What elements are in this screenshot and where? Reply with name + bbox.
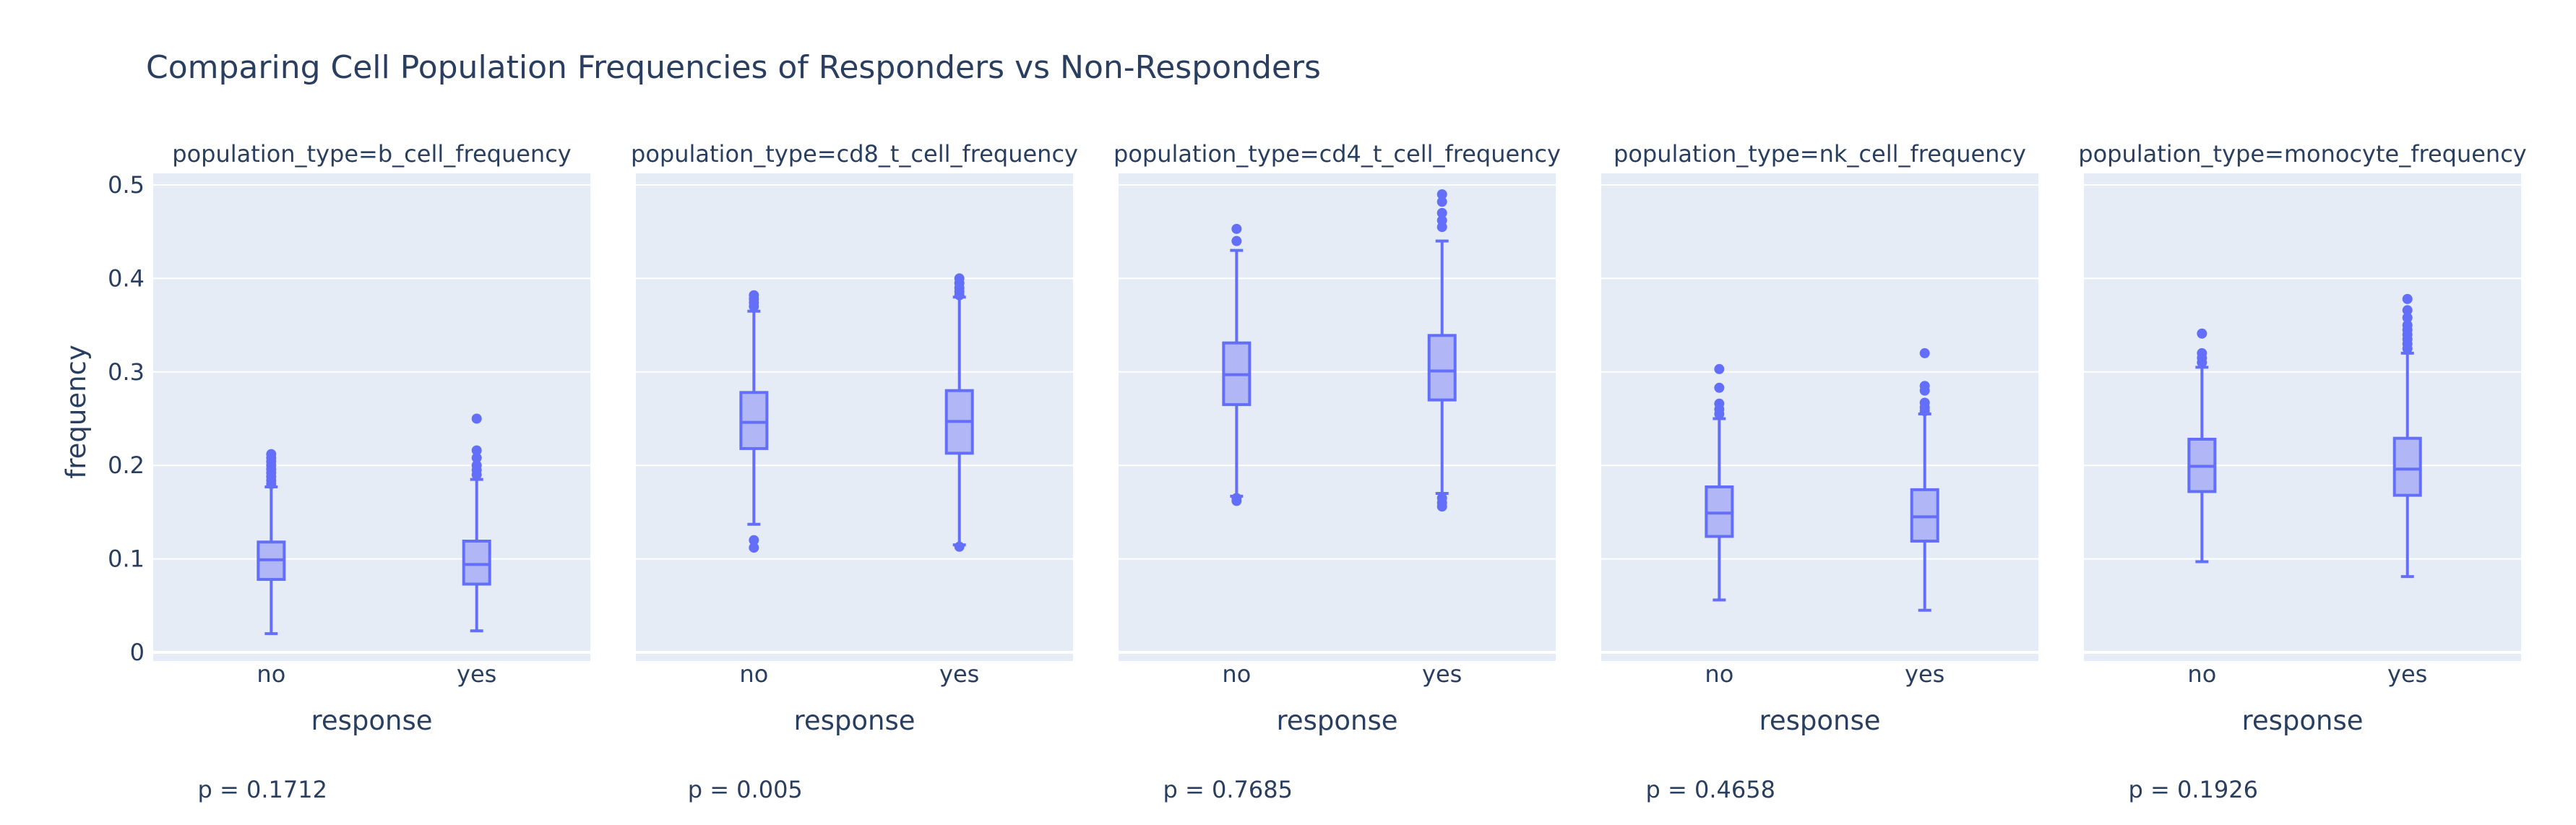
plot-background [2084, 173, 2521, 661]
p-value-annotation: p = 0.1712 [198, 776, 327, 803]
facet-label: population_type=cd4_t_cell_frequency [1113, 140, 1561, 168]
x-tick-label: no [257, 660, 285, 688]
x-axis-title: response [2241, 705, 2363, 736]
x-tick-label: no [1705, 660, 1733, 688]
outlier-point [749, 290, 759, 301]
outlier-point [2402, 305, 2413, 316]
outlier-point [954, 273, 965, 284]
box-yes [1427, 189, 1457, 512]
box-iqr [739, 391, 769, 450]
outlier-point [749, 535, 759, 545]
box-no [739, 290, 769, 553]
box-no [2187, 328, 2217, 563]
box-yes [2392, 293, 2422, 579]
outlier-point [749, 543, 759, 553]
y-axis-title: frequency [61, 345, 92, 479]
box-yes [944, 273, 974, 552]
outlier-point [1919, 381, 1930, 392]
x-tick-label: yes [1905, 660, 1944, 688]
facet-label: population_type=monocyte_frequency [2078, 140, 2526, 168]
outlier-point [471, 413, 482, 424]
outlier-point [1919, 397, 1930, 408]
x-tick-label: no [1222, 660, 1251, 688]
outlier-point [1714, 398, 1725, 409]
chart-title: Comparing Cell Population Frequencies of… [146, 49, 1321, 86]
outlier-point [266, 449, 277, 459]
box-no [1222, 223, 1252, 506]
box-yes [462, 413, 491, 633]
x-axis-title: response [311, 705, 432, 736]
plot-background [1601, 173, 2038, 661]
outlier-point [2402, 293, 2413, 304]
box-no [1705, 363, 1734, 602]
x-tick-label: yes [939, 660, 979, 688]
outlier-point [1436, 207, 1447, 218]
outlier-point [1919, 347, 1930, 358]
plot-background [636, 173, 1073, 661]
x-axis-title: response [1276, 705, 1397, 736]
outlier-point [1231, 493, 1242, 504]
outlier-point [1714, 363, 1725, 374]
outlier-point [1436, 493, 1447, 504]
box-iqr [2392, 436, 2422, 497]
outlier-point [1231, 223, 1242, 234]
box-yes [1910, 347, 1939, 612]
p-value-annotation: p = 0.7685 [1163, 776, 1293, 803]
outlier-point [471, 445, 482, 456]
x-tick-label: yes [2387, 660, 2427, 688]
p-value-annotation: p = 0.4658 [1646, 776, 1775, 803]
x-axis-title: response [793, 705, 915, 736]
outlier-point [1436, 196, 1447, 207]
outlier-point [1231, 236, 1242, 246]
outlier-point [2402, 312, 2413, 323]
y-tick-label: 0.4 [108, 264, 145, 292]
y-tick-label: 0.3 [108, 358, 145, 386]
outlier-point [954, 541, 965, 552]
outlier-point [2197, 328, 2207, 339]
x-axis-title: response [1759, 705, 1880, 736]
y-tick-label: 0 [130, 639, 145, 666]
outlier-point [2402, 320, 2413, 331]
plot-background [1119, 173, 1556, 661]
facets: 0 0.1 0.2 0.3 0.4 0.5 population_type=b_cell_f… [108, 140, 2527, 803]
outlier-point [471, 452, 482, 463]
x-tick-label: yes [457, 660, 496, 688]
box-no [257, 449, 286, 636]
outlier-point [2197, 347, 2207, 358]
outlier-point [471, 460, 482, 471]
x-tick-label: no [739, 660, 768, 688]
facet-label: population_type=cd8_t_cell_frequency [631, 140, 1078, 168]
outlier-point [1436, 189, 1447, 199]
y-tick-label: 0.5 [108, 171, 145, 199]
box-iqr [462, 540, 491, 586]
outlier-point [1714, 382, 1725, 393]
p-value-annotation: p = 0.1926 [2129, 776, 2258, 803]
outlier-point [1436, 215, 1447, 226]
y-tick-label: 0.1 [108, 545, 145, 573]
p-value-annotation: p = 0.005 [688, 776, 803, 803]
plot-background [153, 173, 590, 661]
x-tick-label: yes [1422, 660, 1462, 688]
x-tick-label: no [2187, 660, 2216, 688]
facet-label: population_type=nk_cell_frequency [1614, 140, 2026, 168]
y-tick-label: 0.2 [108, 452, 145, 479]
box-iqr [1427, 334, 1457, 402]
facet-label: population_type=b_cell_frequency [172, 140, 571, 168]
